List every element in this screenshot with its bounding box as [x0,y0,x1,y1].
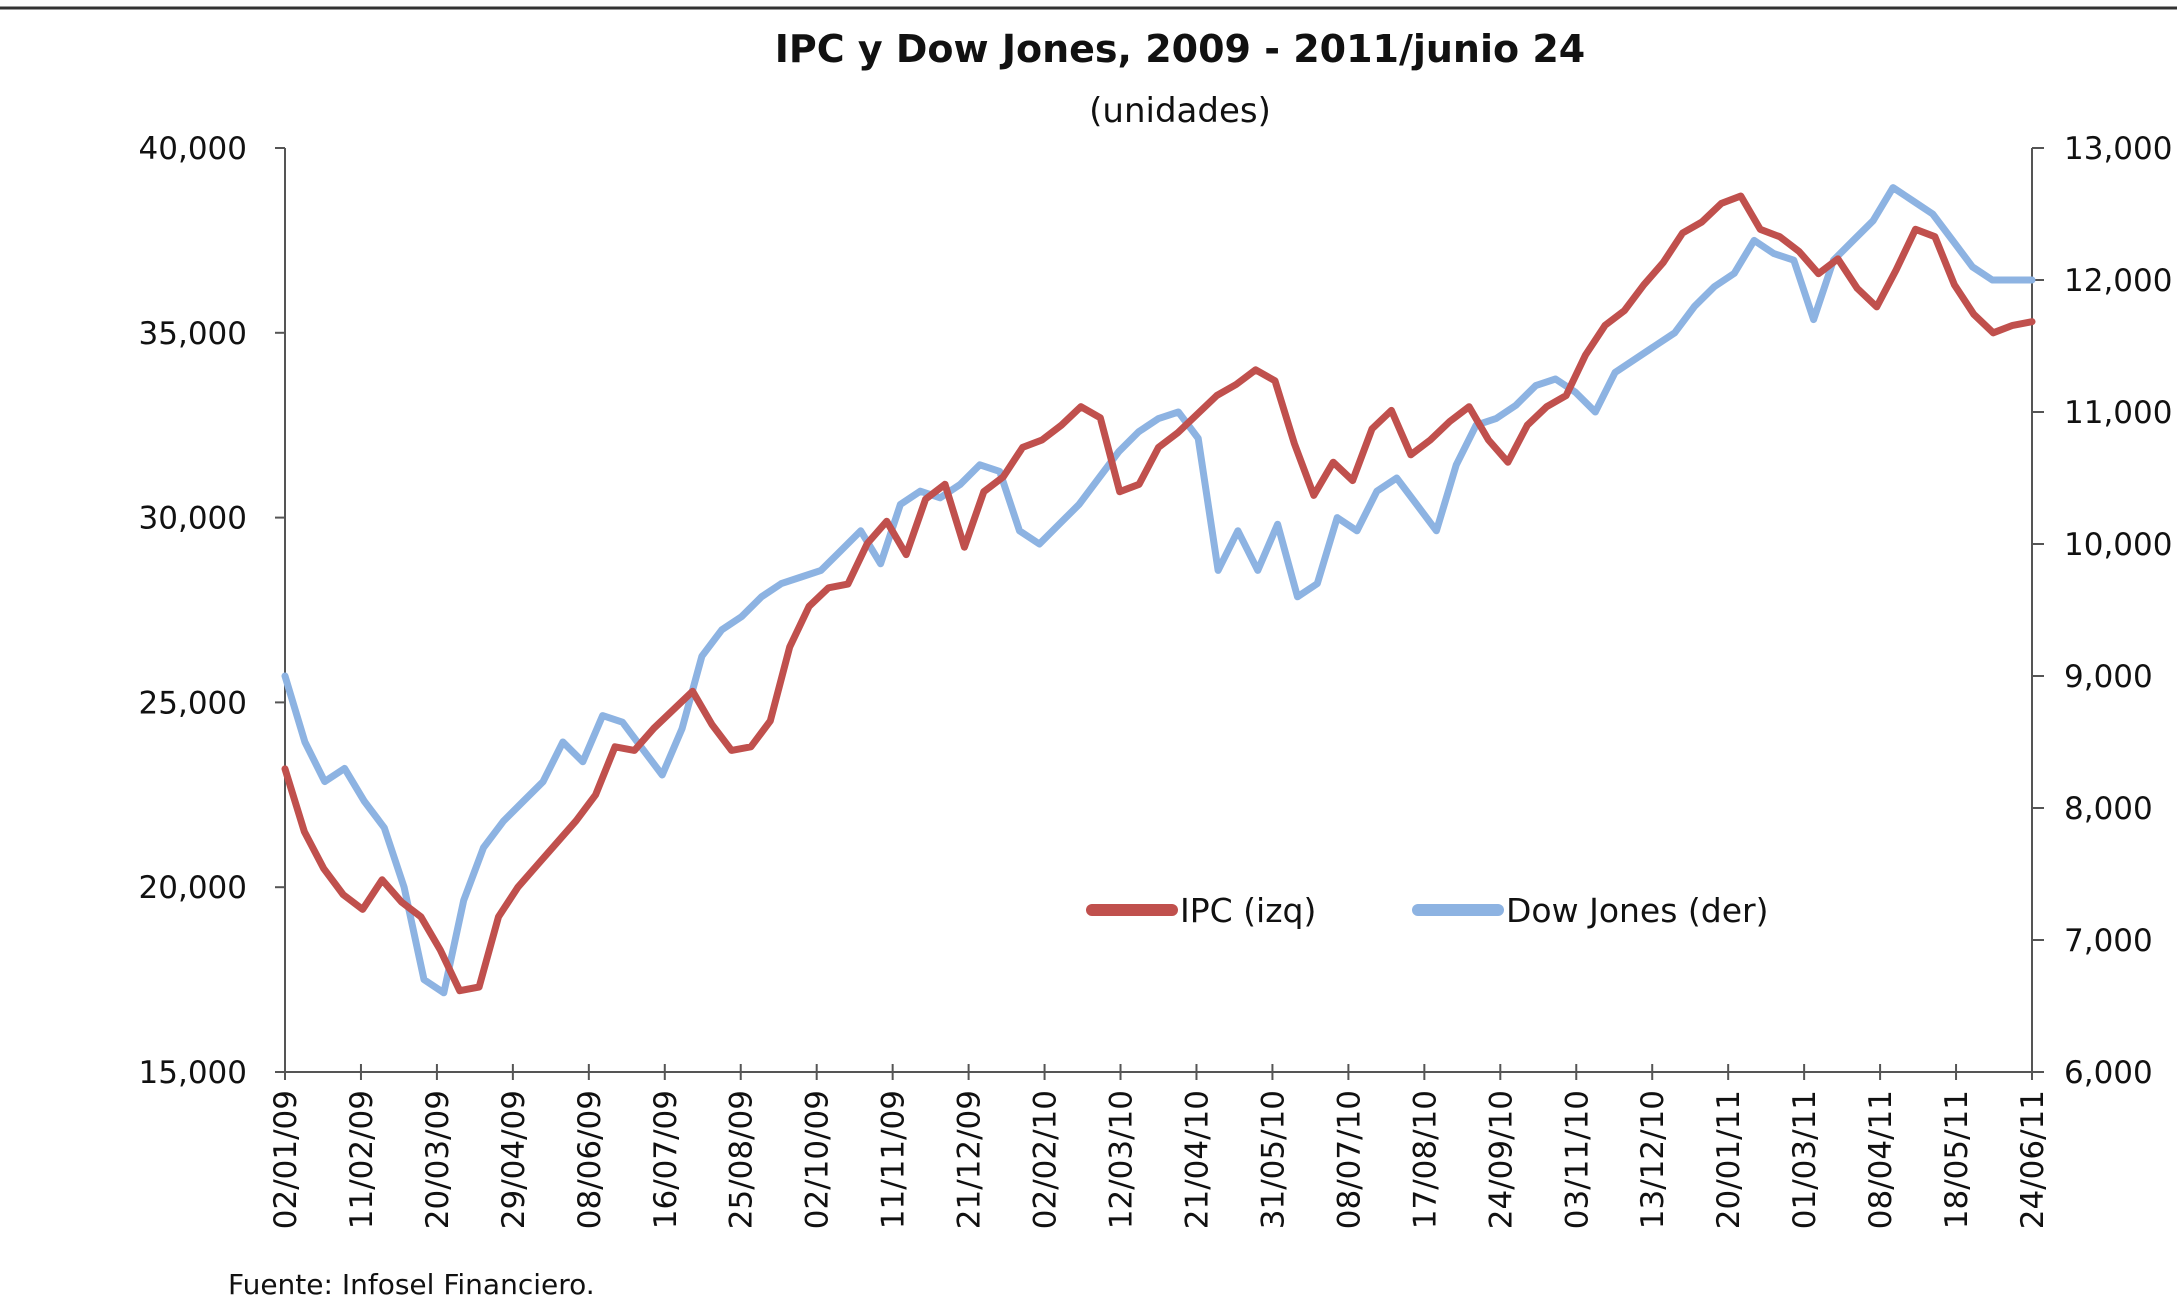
right-tick-label: 9,000 [2064,659,2153,695]
left-tick-label: 30,000 [139,501,247,537]
x-tick-label: 17/08/10 [1407,1090,1443,1229]
series-layer [281,184,2036,997]
right-tick-label: 10,000 [2064,527,2172,563]
x-tick-label: 08/04/11 [1863,1090,1899,1229]
x-tick-label: 21/04/10 [1179,1090,1215,1229]
x-tick-label: 31/05/10 [1255,1090,1291,1229]
x-tick-label: 02/02/10 [1028,1090,1064,1229]
x-tick-label: 08/07/10 [1331,1090,1367,1229]
left-tick-label: 15,000 [139,1055,247,1091]
left-tick-label: 25,000 [139,685,247,721]
chart-subtitle: (unidades) [1089,91,1271,131]
x-tick-label: 16/07/09 [648,1090,684,1229]
x-tick-label: 20/03/09 [420,1090,456,1229]
x-tick-label: 08/06/09 [572,1090,608,1229]
series-line-dow-jones [281,184,2036,997]
x-tick-label: 24/09/10 [1483,1090,1519,1229]
right-tick-label: 11,000 [2064,395,2172,431]
x-tick-label: 03/11/10 [1559,1090,1595,1229]
series-line-ipc [281,192,2036,995]
x-axis-ticks: 02/01/09 11/02/09 20/03/09 29/04/09 08/06/09… [268,1064,2051,1229]
right-tick-label: 6,000 [2064,1055,2153,1091]
left-axis-ticks: 40,000 35,000 30,000 25,000 20,000 15,000 [139,131,285,1091]
x-tick-label: 18/05/11 [1939,1090,1975,1229]
x-tick-label: 29/04/09 [496,1090,532,1229]
x-tick-label: 12/03/10 [1104,1090,1140,1229]
x-tick-label: 11/02/09 [344,1090,380,1229]
x-tick-label: 11/11/09 [876,1090,912,1229]
left-tick-label: 40,000 [139,131,247,167]
right-tick-label: 7,000 [2064,923,2153,959]
x-tick-label: 13/12/10 [1635,1090,1671,1229]
right-tick-label: 13,000 [2064,131,2172,167]
x-tick-label: 20/01/11 [1711,1090,1747,1229]
legend: IPC (izq) Dow Jones (der) [1086,891,1768,930]
right-tick-label: 12,000 [2064,263,2172,299]
legend-label-dow-jones: Dow Jones (der) [1506,891,1768,930]
x-tick-label: 21/12/09 [952,1090,988,1229]
left-tick-label: 20,000 [139,870,247,906]
x-tick-label: 02/10/09 [800,1090,836,1229]
legend-label-ipc: IPC (izq) [1180,891,1316,930]
right-axis-ticks: 13,000 12,000 11,000 10,000 9,000 8,000 7,000 6… [2032,131,2172,1091]
x-tick-label: 25/08/09 [724,1090,760,1229]
chart-title: IPC y Dow Jones, 2009 - 2011/junio 24 [775,27,1585,71]
source-note: Fuente: Infosel Financiero. [228,1268,595,1299]
left-tick-label: 35,000 [139,316,247,352]
x-tick-label: 02/01/09 [268,1090,304,1229]
x-tick-label: 01/03/11 [1787,1090,1823,1229]
right-tick-label: 8,000 [2064,791,2153,827]
x-tick-label: 24/06/11 [2015,1090,2051,1229]
